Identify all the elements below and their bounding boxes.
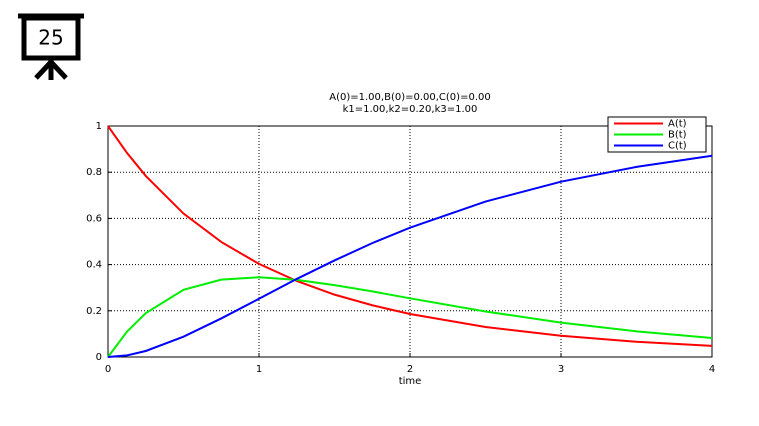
slide-icon: 25 [18,13,84,80]
legend-label: A(t) [668,119,687,130]
y-tick-label: 1 [96,121,102,132]
x-tick-label: 1 [256,364,262,375]
slide-number: 25 [38,26,63,50]
x-tick-label: 3 [558,364,564,375]
x-tick-label: 2 [407,364,413,375]
legend-label: B(t) [668,130,687,141]
icon-leg [49,60,68,80]
y-tick-label: 0.2 [86,306,102,317]
series-line [107,125,713,347]
x-tick-label: 0 [105,364,111,375]
plot-area [107,125,713,358]
chart-subtitle: k1=1.00,k2=0.20,k3=1.00 [343,104,478,115]
series-line [107,276,713,358]
y-tick-label: 0.6 [86,213,102,224]
y-tick-label: 0.4 [86,260,102,271]
legend-label: C(t) [668,141,687,152]
y-tick-label: 0.8 [86,167,102,178]
icon-leg [34,60,53,80]
chart-title: A(0)=1.00,B(0)=0.00,C(0)=0.00 [329,92,490,103]
y-tick-label: 0 [96,352,102,363]
series-line [107,154,713,358]
x-axis-label: time [399,376,422,387]
legend: A(t)B(t)C(t) [607,116,707,153]
x-tick-label: 4 [709,364,715,375]
